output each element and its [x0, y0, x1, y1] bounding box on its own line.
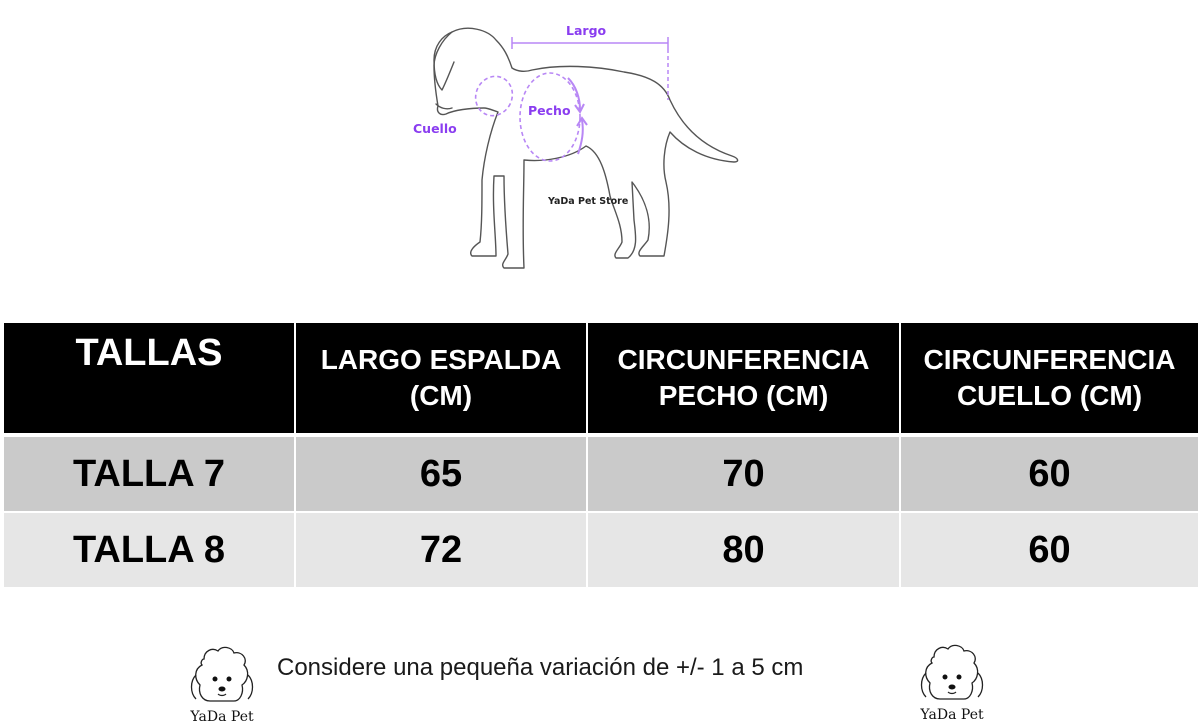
size-table: TALLAS LARGO ESPALDA (CM) CIRCUNFERENCIA P… [2, 323, 1200, 587]
store-label: YaDa Pet Store [547, 196, 628, 207]
row-back-length: 65 [294, 433, 588, 512]
chest-label: Pecho [528, 103, 571, 118]
yada-pet-logo-left: YaDa Pet [182, 645, 262, 727]
row-back-length: 72 [294, 511, 588, 587]
header-back-length: LARGO ESPALDA (CM) [294, 323, 588, 435]
row-size: TALLA 8 [2, 511, 296, 587]
row-neck: 60 [899, 433, 1200, 512]
header-chest-line2: PECHO (CM) [658, 380, 829, 411]
row-chest: 80 [586, 511, 901, 587]
dog-measurement-diagram: Largo Cuello Pecho YaDa Pet Store [413, 23, 739, 269]
header-size: TALLAS [2, 323, 296, 435]
table-row: TALLA 8 72 80 60 [2, 511, 1200, 587]
logo-text: YaDa Pet [190, 709, 254, 725]
variation-note: Considere una pequeña variación de +/- 1… [277, 654, 804, 681]
header-neck-line1: CIRCUNFERENCIA [923, 344, 1176, 375]
dog-outline-icon [433, 27, 739, 269]
header-chest: CIRCUNFERENCIA PECHO (CM) [586, 323, 901, 435]
header-neck-line2: CUELLO (CM) [956, 380, 1143, 411]
length-label: Largo [566, 23, 607, 38]
header-neck: CIRCUNFERENCIA CUELLO (CM) [899, 323, 1200, 435]
table-row: TALLA 7 65 70 60 [2, 433, 1200, 512]
yada-pet-logo-right: YaDa Pet [912, 643, 992, 725]
neck-measure-loop [474, 75, 514, 117]
row-neck: 60 [899, 511, 1200, 587]
table-header-row: TALLAS LARGO ESPALDA (CM) CIRCUNFERENCIA P… [2, 323, 1200, 435]
header-back-length-line2: (CM) [409, 380, 473, 411]
neck-label: Cuello [413, 121, 457, 136]
row-size: TALLA 7 [2, 433, 296, 512]
logo-text: YaDa Pet [920, 707, 984, 723]
row-chest: 70 [586, 433, 901, 512]
poodle-logo-icon [190, 646, 254, 702]
chest-arrows-icon [567, 77, 588, 155]
chest-measure-loop [519, 72, 581, 162]
header-chest-line1: CIRCUNFERENCIA [617, 344, 870, 375]
poodle-logo-icon [920, 644, 984, 700]
header-back-length-line1: LARGO ESPALDA [320, 344, 562, 375]
length-measure-line [511, 37, 669, 100]
